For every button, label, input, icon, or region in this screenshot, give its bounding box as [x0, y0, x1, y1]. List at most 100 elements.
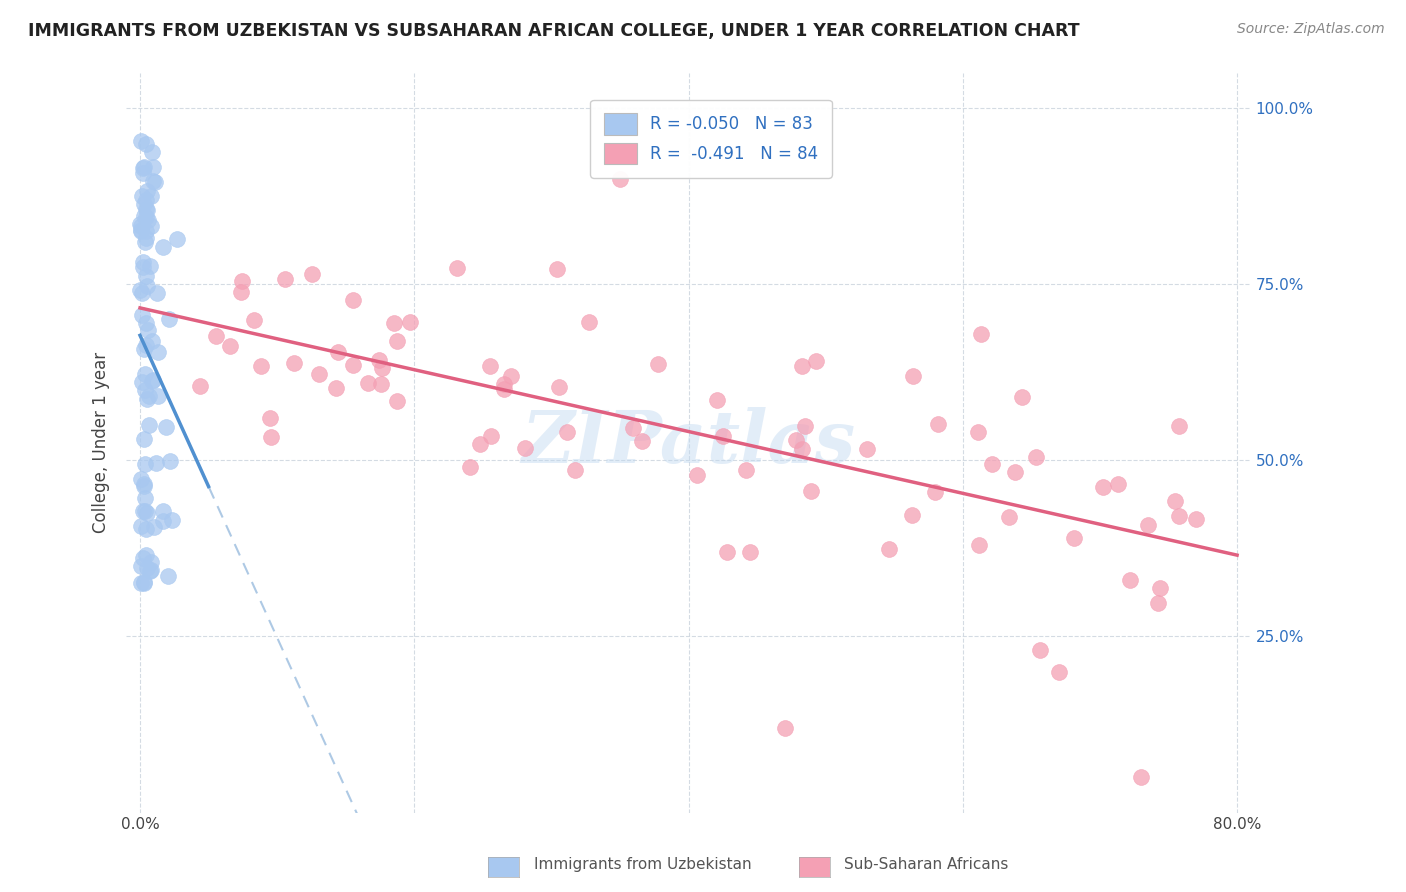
Point	[773, 721, 796, 735]
Point	[283, 356, 305, 370]
Point	[1004, 466, 1026, 480]
Point	[134, 342, 156, 356]
Point	[156, 569, 179, 583]
Point	[686, 467, 709, 482]
Point	[479, 359, 502, 373]
Point	[716, 544, 738, 558]
Point	[136, 184, 159, 198]
Point	[229, 285, 252, 299]
Point	[1146, 596, 1168, 610]
Point	[325, 381, 347, 395]
Point	[513, 441, 536, 455]
Point	[142, 174, 165, 188]
Point	[136, 392, 159, 406]
Point	[129, 283, 152, 297]
Point	[793, 418, 815, 433]
Point	[141, 334, 163, 349]
Point	[1185, 512, 1208, 526]
Point	[138, 259, 160, 273]
Point	[132, 479, 155, 493]
Point	[446, 260, 468, 275]
Point	[159, 454, 181, 468]
Point	[250, 359, 273, 374]
Point	[166, 232, 188, 246]
Point	[141, 145, 163, 159]
Point	[134, 383, 156, 397]
Point	[547, 379, 569, 393]
Point	[647, 358, 669, 372]
Point	[132, 260, 155, 274]
Point	[308, 368, 330, 382]
Point	[139, 219, 162, 234]
Point	[132, 209, 155, 223]
Point	[142, 373, 165, 387]
Text: Source: ZipAtlas.com: Source: ZipAtlas.com	[1237, 22, 1385, 37]
Legend: R = -0.050   N = 83, R =  -0.491   N = 84: R = -0.050 N = 83, R = -0.491 N = 84	[591, 100, 832, 178]
Point	[155, 420, 177, 434]
Point	[131, 519, 153, 533]
Point	[141, 564, 163, 578]
Point	[131, 254, 153, 268]
Point	[357, 376, 380, 390]
Point	[134, 235, 156, 250]
Point	[136, 506, 159, 520]
Point	[1167, 508, 1189, 523]
Point	[792, 359, 814, 373]
Y-axis label: College, Under 1 year: College, Under 1 year	[93, 352, 110, 533]
Point	[129, 222, 152, 236]
Point	[129, 217, 152, 231]
Text: Sub-Saharan Africans: Sub-Saharan Africans	[844, 857, 1008, 872]
Point	[135, 522, 157, 536]
Point	[738, 545, 761, 559]
Point	[342, 293, 364, 308]
Point	[145, 456, 167, 470]
Point	[706, 392, 728, 407]
Point	[800, 483, 823, 498]
Point	[152, 504, 174, 518]
Point	[132, 504, 155, 518]
Point	[134, 368, 156, 382]
Point	[273, 272, 295, 286]
Point	[190, 379, 212, 393]
Point	[368, 353, 391, 368]
Point	[555, 425, 578, 439]
Point	[136, 213, 159, 227]
Point	[1063, 531, 1085, 545]
Point	[131, 309, 153, 323]
Point	[501, 368, 523, 383]
Point	[132, 166, 155, 180]
Point	[135, 316, 157, 330]
Point	[790, 442, 813, 456]
Point	[1164, 494, 1187, 508]
Point	[138, 418, 160, 433]
Point	[856, 442, 879, 456]
Point	[136, 202, 159, 217]
Point	[734, 463, 756, 477]
Point	[139, 564, 162, 578]
Point	[129, 134, 152, 148]
Point	[492, 382, 515, 396]
Point	[877, 541, 900, 556]
Point	[131, 285, 153, 300]
Point	[134, 476, 156, 491]
Point	[146, 345, 169, 359]
Point	[142, 160, 165, 174]
Point	[980, 457, 1002, 471]
Point	[370, 376, 392, 391]
Point	[927, 417, 949, 432]
Point	[1149, 581, 1171, 595]
Point	[967, 538, 990, 552]
Point	[131, 472, 153, 486]
Point	[564, 462, 586, 476]
Point	[1107, 476, 1129, 491]
Point	[468, 437, 491, 451]
Point	[1119, 573, 1142, 587]
Point	[135, 561, 157, 575]
Point	[131, 576, 153, 591]
Point	[138, 389, 160, 403]
Point	[135, 338, 157, 352]
Point	[132, 574, 155, 589]
Point	[243, 312, 266, 326]
Point	[131, 375, 153, 389]
Point	[326, 344, 349, 359]
